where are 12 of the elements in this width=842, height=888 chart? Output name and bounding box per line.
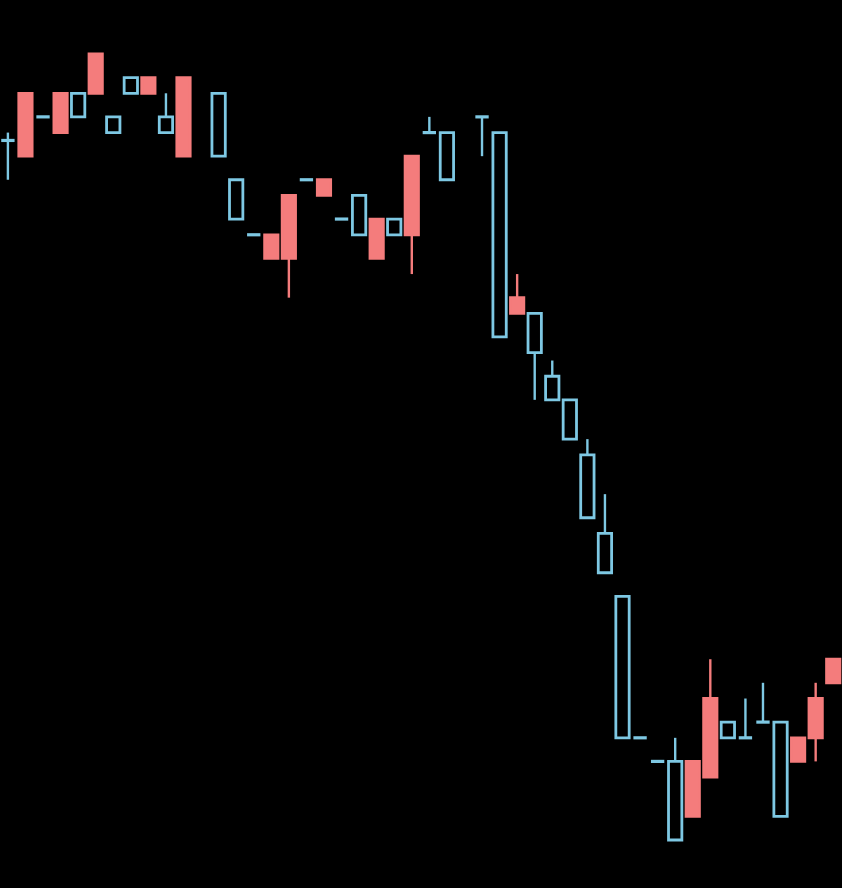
- candlestick: [87, 52, 104, 95]
- candlestick: [596, 492, 614, 575]
- candlestick: [368, 217, 385, 260]
- candlestick: [157, 92, 175, 134]
- candlestick: [0, 131, 17, 181]
- candlestick: [825, 657, 842, 685]
- candlestick: [473, 115, 491, 158]
- candlestick: [52, 91, 69, 134]
- candlestick: [509, 272, 526, 315]
- candlestick: [526, 311, 543, 402]
- candlestick: [228, 178, 245, 221]
- candlestick: [70, 91, 87, 119]
